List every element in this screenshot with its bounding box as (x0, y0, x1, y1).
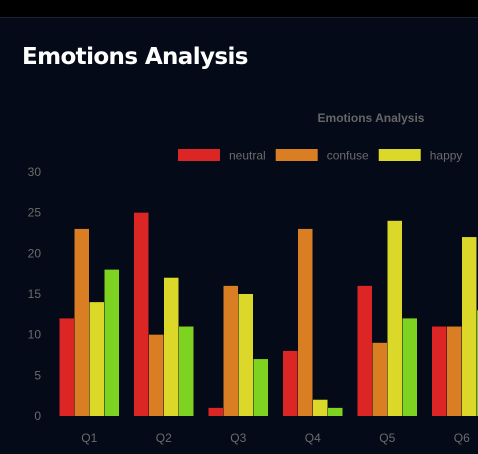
bar-happy-q3 (238, 294, 253, 416)
legend-label-neutral: neutral (229, 149, 266, 163)
bar-happy-q6 (462, 237, 477, 416)
x-tick-label: Q1 (81, 431, 97, 445)
bar-happy-q4 (313, 399, 328, 416)
x-tick-label: Q6 (454, 431, 470, 445)
bar-happy-q1 (89, 302, 104, 416)
y-tick-label: 10 (28, 328, 42, 342)
bar-neutral-q2 (134, 212, 149, 416)
bar-happy-q5 (387, 220, 402, 416)
bar-happy-q2 (164, 277, 179, 416)
bar-neutral-q6 (432, 326, 447, 416)
y-tick-label: 20 (28, 246, 42, 260)
y-axis: 0 5 10 15 20 25 30 (28, 165, 42, 423)
x-tick-label: Q4 (305, 431, 321, 445)
y-tick-label: 15 (28, 287, 42, 301)
bar-confuse-q3 (223, 285, 238, 416)
legend-swatch-happy (378, 149, 421, 161)
bar-series-4-q4 (328, 407, 343, 416)
bar-series-4-q3 (253, 359, 268, 416)
y-tick-label: 0 (34, 409, 41, 423)
bar-series-4-q5 (402, 318, 417, 416)
x-axis: Q1 Q2 Q3 Q4 Q5 Q6 (81, 431, 470, 445)
bar-series (59, 212, 478, 416)
bar-neutral-q5 (357, 285, 372, 416)
bar-neutral-q4 (283, 350, 298, 416)
y-tick-label: 30 (28, 165, 42, 179)
bar-series-4-q1 (104, 269, 119, 416)
chart-legend: neutral confuse happy (178, 149, 462, 163)
x-tick-label: Q5 (379, 431, 395, 445)
page-title: Emotions Analysis (22, 44, 248, 70)
legend-swatch-confuse (275, 149, 318, 161)
bar-confuse-q1 (74, 228, 89, 416)
emotions-panel: Emotions Analysis Emotions Analysis neut… (0, 17, 478, 454)
bar-series-4-q2 (179, 326, 194, 416)
legend-label-happy: happy (430, 149, 463, 163)
bar-confuse-q2 (149, 334, 164, 416)
chart-title: Emotions Analysis (318, 111, 425, 125)
x-tick-label: Q3 (230, 431, 246, 445)
y-tick-label: 5 (34, 368, 41, 382)
legend-swatch-neutral (178, 149, 220, 161)
bar-neutral-q3 (208, 407, 223, 416)
bar-confuse-q4 (298, 228, 313, 416)
legend-label-confuse: confuse (327, 149, 369, 163)
bar-neutral-q1 (59, 318, 74, 416)
bar-confuse-q6 (447, 326, 462, 416)
emotions-bar-chart: Emotions Analysis neutral confuse happy 0 5… (28, 111, 478, 445)
x-tick-label: Q2 (156, 431, 172, 445)
y-tick-label: 25 (28, 206, 42, 220)
bar-confuse-q5 (372, 342, 387, 416)
